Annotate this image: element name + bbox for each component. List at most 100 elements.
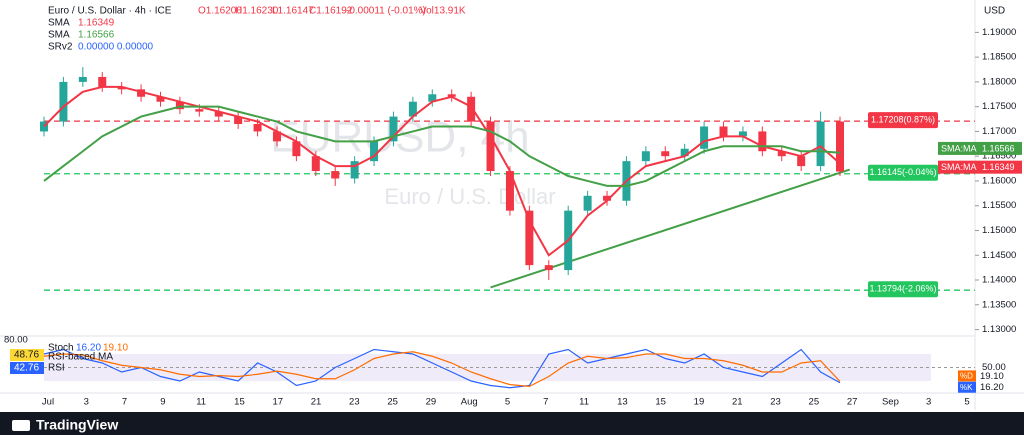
candle-body	[777, 151, 786, 157]
osc-tag	[958, 381, 976, 393]
candle-body	[59, 81, 68, 122]
osc-legend: Stoch	[48, 343, 74, 354]
candle-body	[311, 156, 320, 172]
y-tick-label: 1.17000	[982, 126, 1016, 137]
candle-body	[156, 96, 165, 102]
x-tick-label: 25	[387, 397, 398, 408]
osc-tag-value: 19.10	[980, 371, 1004, 382]
osc-legend: RSI	[48, 363, 65, 374]
x-tick-label: 23	[770, 397, 781, 408]
candle-body	[214, 111, 223, 117]
candle-body	[641, 151, 650, 162]
y-tick-label: 1.16500	[982, 151, 1016, 162]
x-tick-label: Sep	[882, 397, 899, 408]
currency: USD	[984, 6, 1005, 17]
ohlc-value: H1.16230	[235, 6, 279, 17]
y-tick-label: 1.15000	[982, 225, 1016, 236]
candle-body	[272, 131, 281, 142]
x-tick-label: 7	[543, 397, 548, 408]
osc-tag-value: 16.20	[980, 382, 1004, 393]
candle-body	[680, 148, 689, 157]
candle-body	[816, 121, 825, 167]
ohlc-value: C1.16192	[309, 6, 353, 17]
osc-left-tag	[10, 362, 44, 374]
candle-body	[583, 195, 592, 211]
indicator-value: 1.16349	[78, 18, 115, 29]
x-tick-label: 11	[579, 397, 589, 408]
level-tag	[868, 164, 938, 181]
candle-body	[331, 171, 340, 179]
ohlc-value: O1.16200	[198, 6, 242, 17]
level-tag	[868, 281, 938, 298]
osc-tag-name: %K	[960, 383, 973, 392]
x-tick-label: 23	[349, 397, 360, 408]
x-tick-label: 5	[964, 397, 969, 408]
sma-line	[43, 85, 841, 257]
osc-tag-name: %D	[960, 372, 973, 381]
price-tag	[938, 141, 1022, 155]
level-label: 1.13794(-2.06%)	[869, 284, 936, 294]
osc-left-tag	[10, 349, 44, 361]
candle-body	[486, 121, 495, 172]
candle-body	[292, 141, 301, 157]
osc-stoch-value: 16.20	[76, 343, 101, 354]
osc-mid-label: 50.00	[982, 362, 1006, 373]
candle-body	[505, 171, 514, 211]
level-label: 1.16145(-0.04%)	[869, 167, 936, 177]
candle-body	[350, 161, 359, 179]
x-tick-label: 3	[926, 397, 931, 408]
price-tag-name: SMA:MA	[941, 162, 977, 172]
candle-body	[544, 265, 553, 271]
y-tick-label: 1.14000	[982, 275, 1016, 286]
level-label: 1.17208(0.87%)	[871, 115, 935, 125]
candle-body	[195, 109, 204, 112]
x-tick-label: 29	[426, 397, 437, 408]
y-tick-label: 1.19000	[982, 27, 1016, 38]
symbol-title: Euro / U.S. Dollar · 4h · ICE	[48, 6, 172, 17]
y-tick-label: 1.16000	[982, 175, 1016, 186]
candle-body	[234, 116, 243, 124]
x-tick-label: 5	[505, 397, 510, 408]
y-tick-label: 1.15500	[982, 200, 1016, 211]
candle-body	[836, 121, 844, 172]
indicator-name: SMA	[48, 18, 70, 29]
x-tick-label: 3	[84, 397, 89, 408]
ohlc-value: L1.16147	[272, 6, 314, 17]
candle-body	[525, 210, 534, 266]
candle-body	[447, 94, 456, 97]
price-tag-name: SMA:MA	[941, 143, 977, 153]
x-tick-label: Jul	[42, 397, 54, 408]
osc-line	[43, 348, 841, 389]
price-tag-value: 1.16349	[982, 162, 1015, 172]
candle-body	[370, 141, 379, 162]
candle-body	[408, 101, 417, 117]
candle-body	[758, 131, 767, 152]
candle-body	[40, 121, 48, 132]
x-tick-label: 9	[160, 397, 165, 408]
ohlc-value: Vol13.91K	[420, 6, 466, 17]
indicator-value: 0.00000 0.00000	[78, 42, 154, 53]
ohlc-value: -0.00011 (-0.01%)	[346, 6, 426, 17]
candle-body	[661, 151, 670, 157]
sma-line	[43, 105, 841, 187]
x-tick-label: 15	[234, 397, 245, 408]
x-tick-label: 21	[311, 397, 322, 408]
candle-body	[603, 195, 612, 201]
osc-left-label: 48.76	[14, 350, 39, 361]
y-tick-label: 1.18000	[982, 76, 1016, 87]
y-tick-label: 1.18500	[982, 52, 1016, 63]
osc-tag	[958, 370, 976, 382]
x-tick-label: 27	[847, 397, 858, 408]
brand: TradingView	[36, 417, 118, 433]
candle-body	[117, 86, 126, 90]
candle-body	[78, 76, 87, 82]
osc-legend: RSI-based MA	[48, 352, 113, 363]
candle-body	[137, 89, 146, 97]
x-tick-label: 17	[272, 397, 283, 408]
candle-body	[797, 156, 806, 167]
candle-body	[98, 76, 107, 87]
osc-line	[43, 351, 841, 388]
x-tick-label: 19	[694, 397, 705, 408]
